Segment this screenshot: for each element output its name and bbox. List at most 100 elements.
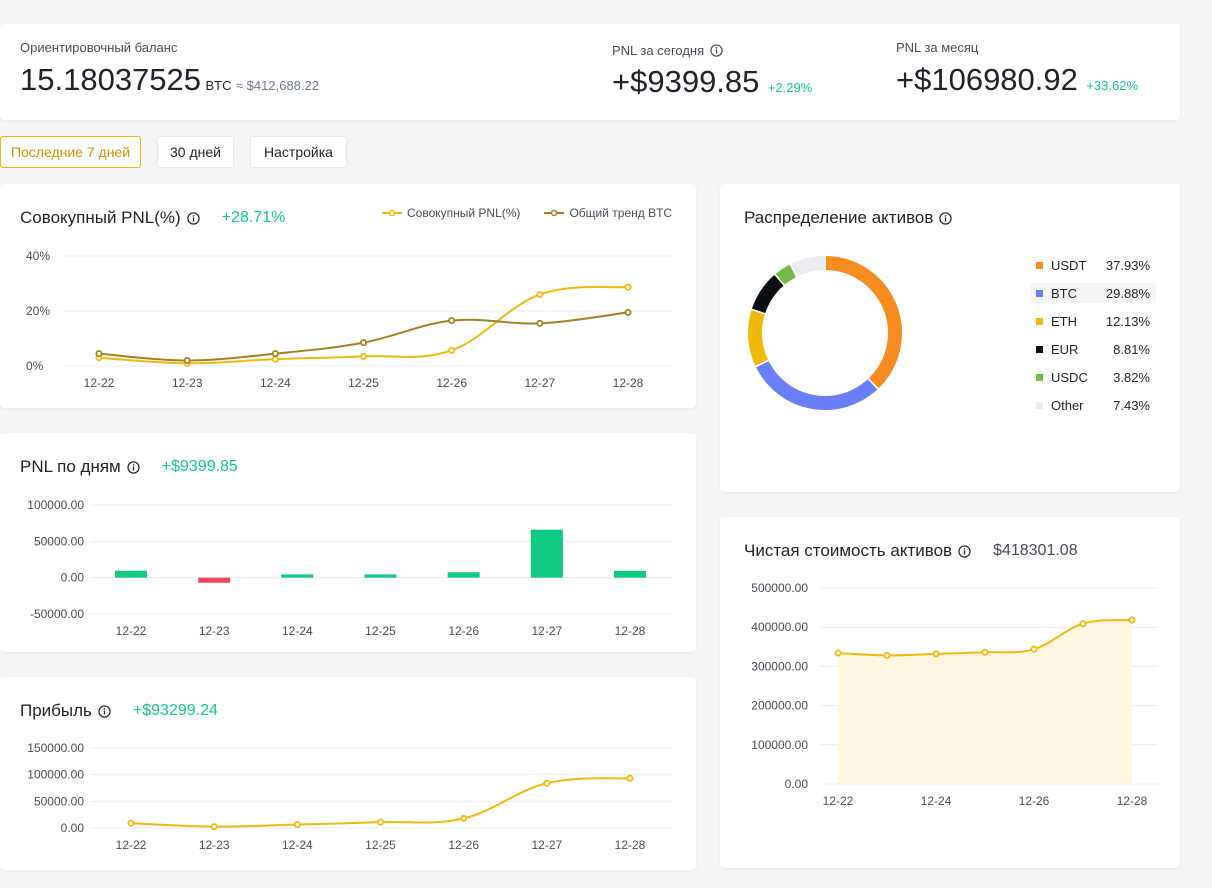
y-tick-label: 0.00	[61, 571, 85, 585]
y-tick-label: 150000.00	[27, 741, 84, 755]
data-point	[624, 283, 632, 291]
daily-pnl-value: +$9399.85	[161, 458, 238, 475]
bar	[447, 572, 480, 578]
month-row: +$106980.92 +33.62%	[896, 62, 1138, 98]
legend-asset-name: USDC	[1051, 369, 1088, 385]
legend-item-eth[interactable]: ETH 12.13%	[1030, 311, 1156, 331]
pie-slice-other	[791, 256, 825, 277]
x-tick-label: 12-23	[199, 838, 230, 852]
bar	[614, 570, 646, 578]
y-tick-label: 100000.00	[751, 738, 808, 752]
legend-item-other[interactable]: Other 7.43%	[1030, 395, 1156, 415]
cumulative-pnl-value: +28.71%	[221, 209, 286, 226]
legend-line-icon	[544, 209, 565, 217]
y-tick-label: 20%	[26, 304, 50, 318]
legend-asset-percent: 7.43%	[1113, 397, 1150, 413]
x-tick-label: 12-22	[84, 376, 115, 390]
legend-item-usdc[interactable]: USDC 3.82%	[1030, 367, 1156, 387]
legend-item-btc-trend[interactable]: Общий тренд BTC	[544, 206, 672, 220]
data-point	[359, 352, 367, 360]
info-icon[interactable]	[939, 211, 953, 225]
x-tick-label: 12-25	[365, 838, 396, 852]
today-pct: +2.29%	[767, 80, 813, 95]
today-value: +$9399.85	[612, 64, 760, 99]
legend-asset-percent: 29.88%	[1105, 285, 1150, 301]
y-tick-label: 200000.00	[751, 699, 808, 713]
data-point	[536, 319, 544, 327]
balance-label: Ориентировочный баланс	[20, 40, 178, 55]
x-tick-label: 12-22	[823, 794, 854, 808]
y-tick-label: 50000.00	[34, 534, 84, 548]
legend-item-cumulative-pnl[interactable]: Совокупный PNL(%)	[382, 206, 520, 220]
month-value: +$106980.92	[896, 62, 1078, 97]
legend-item-eur[interactable]: EUR 8.81%	[1030, 339, 1156, 359]
range-7-days-button[interactable]: Последние 7 дней	[0, 136, 141, 168]
today-row: +$9399.85 +2.29%	[612, 64, 812, 100]
y-tick-label: 100000.00	[27, 498, 84, 512]
y-tick-label: 0.00	[785, 777, 809, 791]
cumulative-legend: Совокупный PNL(%) Общий тренд BTC	[382, 206, 672, 220]
profit-chart[interactable]: 150000.00 100000.00 50000.00 0.00 12-22 12-23…	[0, 677, 696, 870]
x-tick-label: 12-26	[448, 838, 479, 852]
data-point	[460, 814, 468, 822]
legend-asset-percent: 37.93%	[1105, 257, 1150, 273]
data-point	[448, 317, 456, 325]
x-tick-label: 12-28	[613, 376, 644, 390]
bar	[530, 529, 563, 578]
data-point	[448, 346, 456, 354]
x-tick-label: 12-25	[348, 376, 379, 390]
profit-title-row: Прибыль +$93299.24	[20, 701, 218, 721]
info-icon[interactable]	[127, 460, 140, 474]
pie-slice-eth	[748, 310, 769, 366]
y-tick-label: 400000.00	[751, 620, 808, 634]
series-line	[98, 285, 629, 365]
pie-slice-usdc	[775, 264, 797, 285]
profit-value: +$93299.24	[132, 702, 218, 719]
x-tick-label: 12-24	[282, 624, 313, 638]
cumulative-pnl-title-row: Совокупный PNL(%) +28.71%	[20, 208, 285, 228]
balance-card: Ориентировочный баланс 15.18037525 BTC ≈…	[0, 24, 1180, 120]
data-point	[834, 649, 842, 657]
info-icon[interactable]	[958, 544, 971, 558]
x-tick-label: 12-26	[436, 376, 467, 390]
x-tick-label: 12-28	[615, 624, 646, 638]
data-point	[271, 355, 279, 363]
balance-value: 15.18037525	[20, 62, 202, 97]
data-point	[536, 291, 544, 299]
y-tick-label: 100000.00	[27, 768, 84, 782]
legend-swatch	[1036, 401, 1043, 409]
data-point	[932, 650, 940, 658]
range-30-days-button[interactable]: 30 дней	[157, 136, 234, 168]
info-icon[interactable]	[710, 44, 723, 57]
net-asset-chart[interactable]: 500000.00 400000.00 300000.00 200000.00 1000…	[720, 517, 1180, 868]
pie-slice-eur	[751, 275, 784, 314]
legend-swatch	[1036, 261, 1043, 269]
legend-swatch	[1036, 289, 1043, 297]
data-point	[543, 779, 551, 787]
info-icon[interactable]	[98, 704, 111, 718]
data-point	[624, 308, 632, 316]
y-tick-label: 50000.00	[34, 794, 84, 808]
legend-item-usdt[interactable]: USDT 37.93%	[1030, 255, 1156, 275]
y-tick-label: 300000.00	[751, 659, 808, 673]
daily-pnl-chart[interactable]: 100000.00 50000.00 0.00 -50000.00 12-22 12-23…	[0, 433, 696, 652]
asset-distribution-donut[interactable]	[740, 248, 910, 418]
asset-distribution-title-row: Распределение активов	[744, 208, 953, 228]
x-tick-label: 12-28	[615, 838, 646, 852]
balance-usd: ≈ $412,688.22	[235, 78, 319, 93]
legend-label: Совокупный PNL(%)	[407, 206, 521, 220]
y-tick-label: 0%	[26, 359, 44, 373]
area-fill	[838, 620, 1132, 784]
asset-distribution-card: Распределение активов	[720, 184, 1180, 492]
cumulative-pnl-chart[interactable]: 40% 20% 0% 12-22 12-23 12-24 12-25 12-26 12-27 12…	[0, 184, 696, 408]
legend-asset-name: BTC	[1051, 285, 1077, 301]
info-icon[interactable]	[187, 211, 200, 225]
legend-asset-name: USDT	[1051, 257, 1087, 273]
legend-item-btc[interactable]: BTC 29.88%	[1030, 283, 1156, 303]
x-tick-label: 12-25	[365, 624, 396, 638]
range-custom-button[interactable]: Настройка	[250, 136, 347, 168]
bar	[115, 570, 147, 578]
bar	[198, 577, 231, 583]
x-tick-label: 12-26	[1019, 794, 1050, 808]
x-tick-label: 12-28	[1117, 794, 1148, 808]
